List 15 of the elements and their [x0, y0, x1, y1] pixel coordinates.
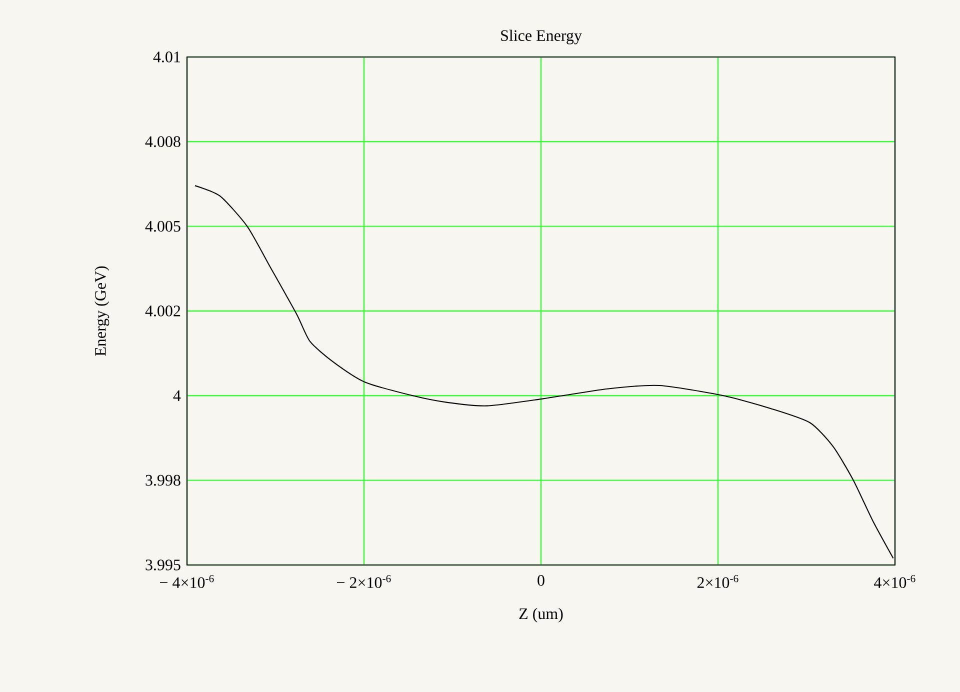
x-tick-label: 4×10$^{-6}$: [874, 575, 916, 588]
y-tick-label: 4.01: [153, 52, 180, 62]
x-tick-label: 0: [538, 575, 544, 586]
y-axis-title: Energy (GeV): [94, 266, 110, 356]
x-tick-label: 2×10$^{-6}$: [697, 575, 738, 588]
chart-title: Slice Energy: [501, 30, 582, 44]
y-tick-label: 4.002: [145, 306, 180, 316]
x-axis-title: Z (um): [519, 608, 563, 622]
y-tick-label: 4.008: [145, 136, 180, 148]
y-tick-label: 3.998: [146, 474, 180, 486]
x-tick-label: − 2×10$^{-6}$: [337, 575, 391, 588]
y-tick-label: 4.005: [145, 220, 180, 232]
x-tick-label: − 4×10$^{-6}$: [160, 575, 214, 588]
y-tick-label: 3.995: [146, 560, 180, 570]
y-tick-label: 4: [173, 390, 181, 401]
